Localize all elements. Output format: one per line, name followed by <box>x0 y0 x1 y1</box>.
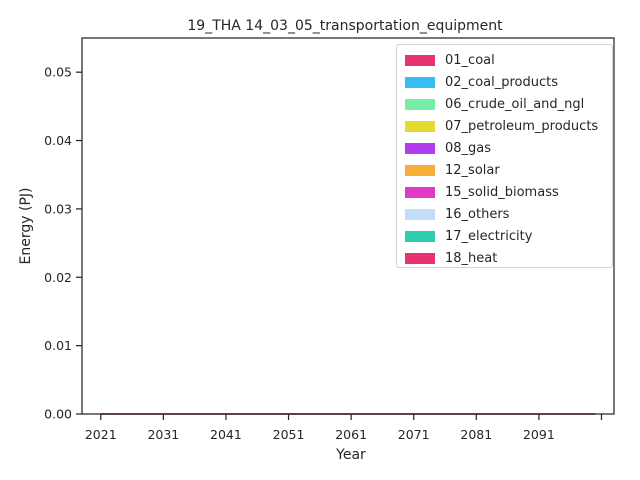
y-tick-label: 0.03 <box>44 201 72 216</box>
legend-label: 15_solid_biomass <box>445 184 559 200</box>
x-tick-label: 2021 <box>85 427 117 442</box>
x-tick-label: 2071 <box>398 427 430 442</box>
x-axis-label: Year <box>335 447 366 463</box>
legend-swatch <box>405 164 435 176</box>
legend-swatch <box>405 230 435 242</box>
legend-label: 18_heat <box>445 250 498 266</box>
legend-label: 07_petroleum_products <box>445 118 599 134</box>
legend-label: 17_electricity <box>445 228 533 244</box>
y-tick-label: 0.04 <box>44 133 72 148</box>
legend-label: 02_coal_products <box>445 74 558 90</box>
legend-swatch <box>405 142 435 154</box>
legend-entry-18_heat: 18_heat <box>405 250 497 266</box>
x-tick-label: 2031 <box>147 427 179 442</box>
legend-label: 06_crude_oil_and_ngl <box>445 96 585 112</box>
x-tick-label: 2061 <box>335 427 367 442</box>
y-tick-label: 0.05 <box>44 65 72 80</box>
x-tick-label: 2051 <box>273 427 305 442</box>
legend-swatch <box>405 76 435 88</box>
x-axis: 2021 2031 2041 2051 2061 2071 2081 2091 <box>85 414 603 442</box>
legend-swatch <box>405 252 435 264</box>
legend-entry-01_coal: 01_coal <box>405 52 495 68</box>
legend-label: 16_others <box>445 206 510 222</box>
y-tick-label: 0.01 <box>44 338 72 353</box>
legend-swatch <box>405 120 435 132</box>
legend-entry-17_electricity: 17_electricity <box>405 228 532 244</box>
x-tick-label: 2041 <box>210 427 242 442</box>
legend-entry-06_crude_oil_and_ngl: 06_crude_oil_and_ngl <box>405 96 584 112</box>
x-tick-label: 2091 <box>523 427 555 442</box>
legend-entry-15_solid_biomass: 15_solid_biomass <box>405 184 559 200</box>
y-tick-label: 0.02 <box>44 270 72 285</box>
y-axis-label: Energy (PJ) <box>18 188 34 265</box>
legend-entry-12_solar: 12_solar <box>405 162 500 178</box>
legend-swatch <box>405 186 435 198</box>
legend-entry-02_coal_products: 02_coal_products <box>405 74 558 90</box>
legend-entry-16_others: 16_others <box>405 206 509 222</box>
legend-label: 01_coal <box>445 52 495 68</box>
plot-frame <box>81 37 615 415</box>
legend-swatch <box>405 208 435 220</box>
y-tick-label: 0.00 <box>44 407 72 422</box>
y-axis: 0.00 0.01 0.02 0.03 0.04 0.05 <box>44 65 82 422</box>
legend: 01_coal 02_coal_products 06_crude_oil_and_… <box>396 44 613 268</box>
legend-label: 12_solar <box>445 162 500 178</box>
legend-entry-08_gas: 08_gas <box>405 140 491 156</box>
legend-entry-07_petroleum_products: 07_petroleum_products <box>405 118 598 134</box>
legend-swatch <box>405 98 435 110</box>
legend-label: 08_gas <box>445 140 492 156</box>
x-tick-label: 2081 <box>460 427 492 442</box>
legend-swatch <box>405 54 435 66</box>
chart-title: 19_THA 14_03_05_transportation_equipment <box>187 18 503 34</box>
